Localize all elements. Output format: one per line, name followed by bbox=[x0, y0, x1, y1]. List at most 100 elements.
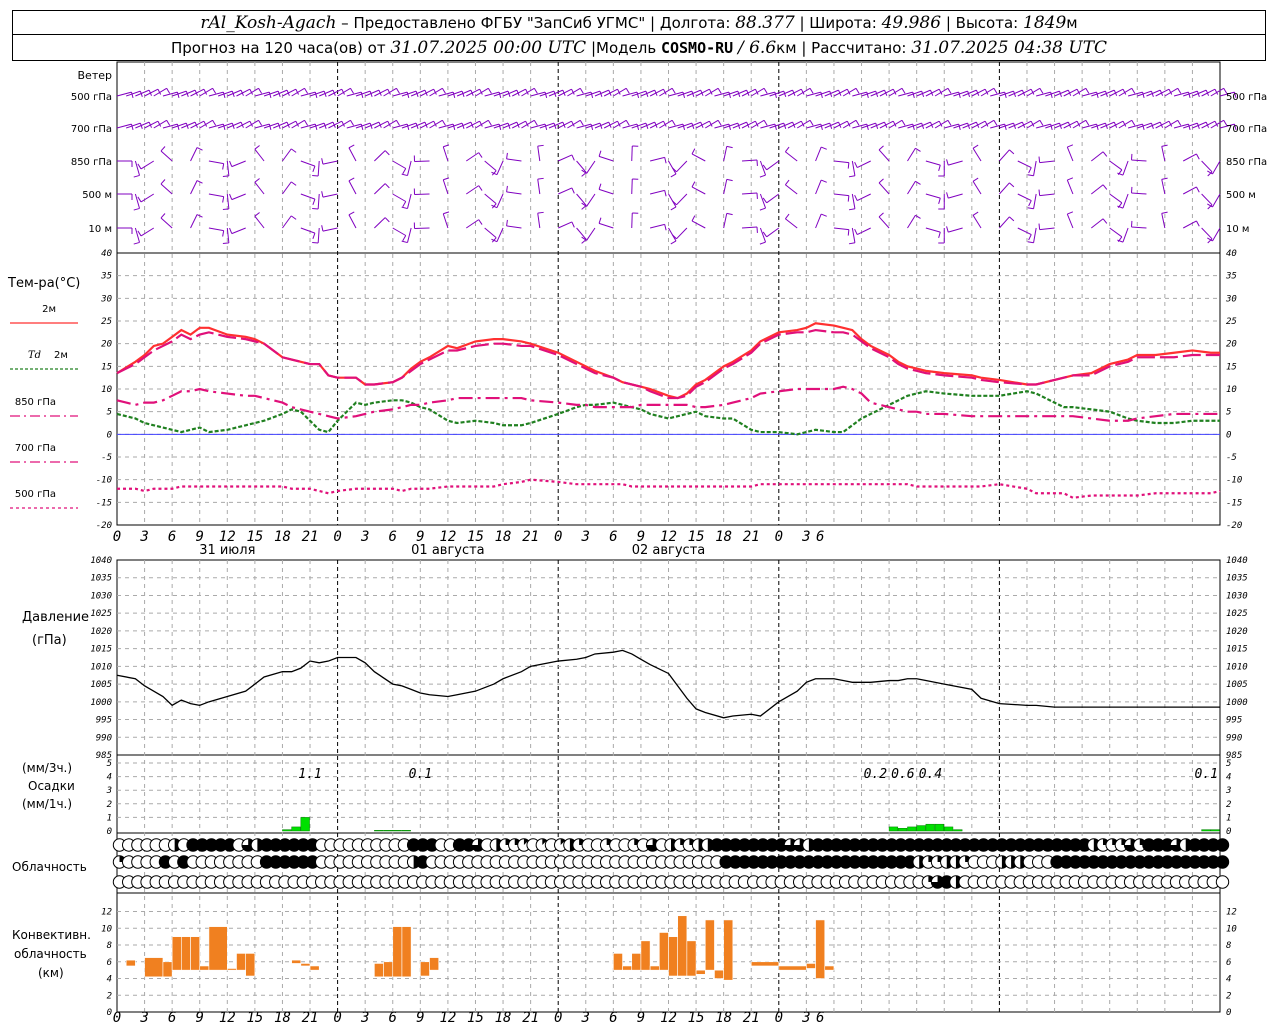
wind-barb-flag bbox=[1009, 149, 1015, 155]
pressure-title: Давление bbox=[22, 610, 89, 625]
precip-bar bbox=[374, 830, 384, 832]
wind-barb bbox=[291, 119, 305, 129]
wind-barb-flag bbox=[938, 88, 943, 95]
precip-bar bbox=[944, 826, 954, 832]
wind-barb-flag bbox=[1028, 167, 1032, 174]
wind-barb-flag bbox=[533, 120, 538, 126]
cloud-symbol-fill bbox=[241, 838, 255, 852]
wind-barb-flag bbox=[708, 120, 713, 127]
wind-barb-flag bbox=[1131, 88, 1136, 94]
wind-barb-flag bbox=[855, 120, 860, 126]
precip-bar bbox=[888, 826, 899, 832]
wind-barb-flag bbox=[1188, 123, 1191, 131]
cloud-symbol-fill bbox=[416, 855, 430, 869]
wind-barb-flag bbox=[441, 120, 446, 126]
wind-barb bbox=[1118, 119, 1133, 129]
wind-barb bbox=[319, 89, 334, 97]
wind-barb bbox=[502, 121, 518, 129]
latitude-value: 49.986 bbox=[881, 12, 942, 33]
cloud-symbol-fill bbox=[912, 838, 926, 852]
wind-barb-flag bbox=[1117, 205, 1124, 209]
wind-barb-flag bbox=[671, 167, 677, 173]
wind-barb-flag bbox=[312, 232, 316, 239]
wind-barb-flag bbox=[809, 88, 814, 94]
x-tick-label: 6 bbox=[389, 1010, 397, 1024]
wind-barb bbox=[576, 91, 592, 97]
wind-barb bbox=[190, 120, 205, 129]
precip-bar bbox=[898, 828, 908, 832]
wind-barb bbox=[972, 215, 982, 229]
wind-barb-flag bbox=[290, 181, 297, 186]
wind-barb bbox=[231, 193, 246, 201]
wind-barb bbox=[1122, 227, 1129, 243]
wind-barb bbox=[815, 90, 830, 97]
wind-barb bbox=[162, 91, 178, 97]
x-tick-label: 18 bbox=[715, 1010, 732, 1024]
conv-tick-label: 0 bbox=[1226, 1008, 1231, 1018]
wind-barb bbox=[851, 193, 856, 209]
wind-barb bbox=[190, 214, 198, 229]
wind-barb bbox=[537, 146, 541, 162]
wind-barb bbox=[140, 160, 155, 170]
wind-barb-flag bbox=[848, 175, 856, 178]
temp-tick-label: -10 bbox=[96, 476, 112, 486]
wind-barb-flag bbox=[222, 91, 226, 99]
wind-barb-flag bbox=[579, 88, 584, 94]
cloud-symbol-fill bbox=[1124, 855, 1137, 869]
wind-barb bbox=[723, 213, 728, 229]
model-resolution-unit: км bbox=[776, 38, 797, 57]
wind-barb bbox=[1100, 121, 1115, 129]
wind-barb bbox=[1161, 213, 1166, 229]
cloud-symbol-fill bbox=[1041, 838, 1055, 852]
wind-barb-flag bbox=[229, 193, 233, 200]
wind-barb-flag bbox=[350, 88, 354, 94]
wind-barb-flag bbox=[579, 120, 584, 126]
conv-bar bbox=[171, 936, 182, 971]
cloud-symbol-fill bbox=[523, 838, 529, 845]
wind-barb bbox=[282, 120, 297, 129]
wind-barb bbox=[530, 123, 546, 129]
longitude-value: 88.377 bbox=[735, 12, 795, 33]
wind-barb bbox=[861, 90, 876, 97]
pressure-tick-label: 1000 bbox=[90, 698, 112, 708]
wind-barb bbox=[1100, 89, 1115, 97]
wind-barb-flag bbox=[1076, 120, 1081, 127]
temp-series-line bbox=[117, 478, 1221, 499]
wind-barb bbox=[676, 227, 688, 240]
wind-barb bbox=[466, 88, 480, 97]
wind-barb bbox=[208, 91, 224, 97]
wind-barb bbox=[815, 213, 822, 229]
cloud-symbol-fill bbox=[287, 855, 301, 869]
cloud-symbol-fill bbox=[922, 838, 935, 852]
wind-barb-flag bbox=[304, 120, 309, 126]
wind-barb-flag bbox=[348, 144, 355, 149]
wind-barb bbox=[1017, 88, 1032, 97]
wind-barb-flag bbox=[938, 164, 941, 172]
wind-barb-flag bbox=[754, 88, 759, 95]
wind-barb bbox=[1127, 91, 1143, 97]
wind-barb-flag bbox=[664, 157, 667, 164]
wind-barb-flag bbox=[312, 165, 316, 172]
wind-barb-flag bbox=[290, 215, 297, 220]
wind-barb bbox=[226, 227, 230, 243]
cloud-symbol-fill bbox=[986, 838, 999, 852]
conv-title: Конвективн. bbox=[12, 928, 91, 942]
conv-bar bbox=[815, 919, 826, 979]
pressure-line bbox=[116, 649, 1220, 719]
temp-tick-label: 25 bbox=[101, 317, 112, 327]
wind-barb bbox=[1212, 193, 1221, 208]
conv-bar bbox=[723, 919, 734, 981]
wind-barb-flag bbox=[984, 120, 989, 127]
wind-barb bbox=[1008, 121, 1023, 129]
x-tick-label: 21 bbox=[522, 1010, 539, 1024]
day-label: 31 июля bbox=[199, 543, 255, 558]
x-tick-label: 9 bbox=[196, 529, 204, 545]
wind-barb-flag bbox=[848, 242, 856, 245]
x-tick-label: 18 bbox=[274, 529, 291, 545]
wind-barb-flag bbox=[878, 178, 884, 184]
wind-barb bbox=[512, 88, 526, 97]
wind-barb bbox=[140, 227, 155, 237]
wind-barb-flag bbox=[581, 236, 587, 241]
wind-barb bbox=[328, 88, 343, 97]
wind-barb-flag bbox=[321, 225, 324, 232]
